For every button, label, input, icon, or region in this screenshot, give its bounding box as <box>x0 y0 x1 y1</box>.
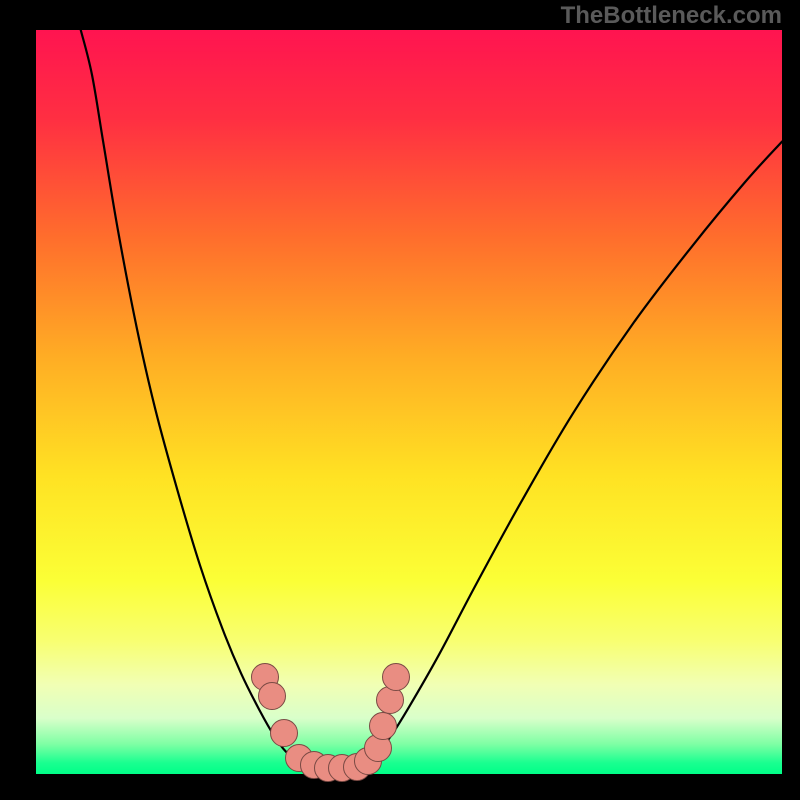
data-marker <box>369 712 397 740</box>
watermark-text: TheBottleneck.com <box>561 2 782 30</box>
data-markers <box>36 30 782 774</box>
data-marker <box>258 682 286 710</box>
plot-area <box>36 30 782 774</box>
data-marker <box>270 719 298 747</box>
data-marker <box>382 663 410 691</box>
